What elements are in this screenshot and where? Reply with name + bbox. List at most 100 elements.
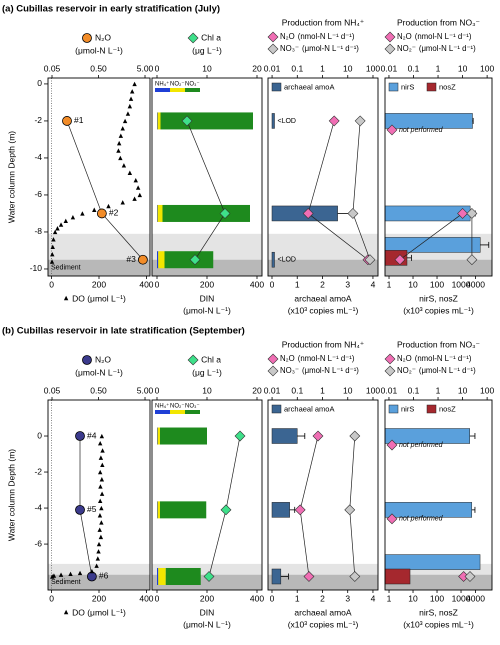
bottom-tick-label: 1 — [295, 593, 300, 603]
x-axis-label: (μmol-N L⁻¹) — [183, 305, 231, 315]
legend-label: N₂O (nmol-N L⁻¹ d⁻¹) — [397, 32, 472, 41]
legend-unit: (nmol-N L⁻¹ d⁻¹) — [298, 354, 355, 363]
point — [328, 115, 340, 127]
value-label: <LOD — [278, 257, 296, 264]
top-tick-label: 1 — [436, 63, 441, 73]
legend-label: NO₃⁻ — [185, 404, 200, 410]
bar-segment — [157, 204, 158, 222]
bottom-tick-label: 4 — [371, 279, 376, 289]
legend-unit: (μmol-N L⁻¹ d⁻¹) — [419, 366, 476, 375]
point — [349, 430, 361, 442]
legend-swatch — [426, 82, 437, 92]
panel-frame — [47, 77, 151, 277]
x-axis-label: (x10³ copies mL⁻¹) — [288, 619, 359, 629]
x-axis-label: (x10³ copies mL⁻¹) — [403, 305, 474, 315]
bar — [271, 251, 275, 268]
top-tick-label: 10 — [202, 385, 212, 395]
bottom-tick-label: 400 — [250, 593, 264, 603]
legend-label: nirS — [401, 82, 414, 91]
do-point — [55, 226, 60, 231]
legend-label: N₂O (nmol-N L⁻¹ d⁻¹) — [280, 354, 355, 363]
x-axis-label: DO (μmol L⁻¹) — [72, 607, 126, 617]
y-axis-label: Water column Depth (m) — [6, 131, 16, 223]
legend-unit: (μmol-N L⁻¹ d⁻¹) — [302, 44, 359, 53]
bottom-tick-label: 0 — [155, 593, 160, 603]
panel-frame — [384, 399, 493, 591]
do-point — [63, 218, 68, 224]
legend-label: NO₃⁻ (μmol-N L⁻¹ d⁻¹) — [280, 366, 359, 375]
legend-swatch — [185, 410, 200, 414]
bottom-tick-label: 200 — [92, 593, 106, 603]
top-tick-label: 1 — [320, 385, 325, 395]
point — [312, 430, 324, 442]
do-point — [98, 534, 104, 540]
light-band — [268, 563, 378, 575]
x-axis-label: nirS, nosZ — [419, 607, 458, 617]
top-tick-label: 0.50 — [90, 385, 107, 395]
bottom-tick-label: 4000 — [466, 593, 485, 603]
legend-label: N₂O — [95, 354, 111, 364]
panel-frame — [267, 77, 379, 277]
legend-label: nosZ — [439, 82, 456, 91]
legend-name: N₂O — [397, 354, 412, 363]
do-point — [98, 484, 103, 489]
legend-marker — [63, 609, 69, 615]
do-point — [89, 568, 95, 574]
bottom-tick-label: 1000 — [452, 279, 471, 289]
y-tick-label: 0 — [37, 430, 42, 440]
point — [86, 571, 97, 582]
legend-swatch — [170, 88, 185, 92]
panel-frame — [267, 399, 379, 591]
do-point — [121, 163, 127, 168]
do-point — [106, 203, 111, 209]
do-point — [51, 237, 56, 242]
bar-segment — [157, 112, 158, 130]
legend-label: NH₄⁺ — [155, 403, 169, 410]
bottom-tick-label: 4000 — [466, 279, 485, 289]
legend-name: N₂O — [280, 32, 295, 41]
point — [302, 208, 314, 219]
value-label: not performed — [399, 516, 444, 523]
panel-title: (a) Cubillas reservoir in early stratifi… — [2, 4, 220, 15]
point — [347, 208, 359, 219]
do-point — [97, 441, 103, 446]
legend-unit: (μmol-N L⁻¹ d⁻¹) — [419, 44, 476, 53]
do-point — [99, 505, 104, 511]
bar-segment — [165, 567, 201, 585]
do-point — [132, 81, 137, 87]
bottom-tick-label: 3 — [345, 593, 350, 603]
legend-swatch — [388, 82, 399, 92]
legend-swatch — [426, 404, 437, 414]
y-tick-label: -2 — [34, 466, 42, 476]
point — [303, 571, 315, 582]
sediment — [48, 574, 150, 590]
point — [364, 254, 376, 266]
do-point — [127, 170, 133, 175]
y-tick-label: -10 — [30, 263, 43, 273]
point — [62, 116, 72, 126]
bottom-tick-label: 200 — [92, 279, 106, 289]
do-point — [120, 126, 125, 131]
do-point — [97, 469, 103, 475]
panel-header: Production from NH₄⁺ — [282, 339, 365, 349]
bar-segment — [164, 251, 214, 269]
point — [344, 504, 356, 516]
legend-label: archaeal amoA — [284, 82, 334, 91]
legend-swatch — [271, 82, 282, 92]
do-point — [58, 572, 64, 577]
legend-label: nosZ — [439, 404, 456, 413]
x-axis-label: (x10³ copies mL⁻¹) — [288, 305, 359, 315]
panel-frame — [384, 77, 493, 277]
point-label: #3 — [126, 254, 136, 264]
legend-swatch — [271, 404, 282, 414]
point-label: #5 — [87, 504, 97, 514]
note-marker — [386, 513, 398, 525]
top-tick-label: 0.01 — [264, 63, 281, 73]
point — [464, 571, 476, 582]
point — [75, 504, 85, 515]
legend-marker — [63, 295, 69, 301]
do-point — [127, 103, 133, 109]
legend-name: N₂O — [397, 32, 412, 41]
top-tick-label: 0.1 — [408, 385, 420, 395]
do-point — [97, 498, 103, 504]
